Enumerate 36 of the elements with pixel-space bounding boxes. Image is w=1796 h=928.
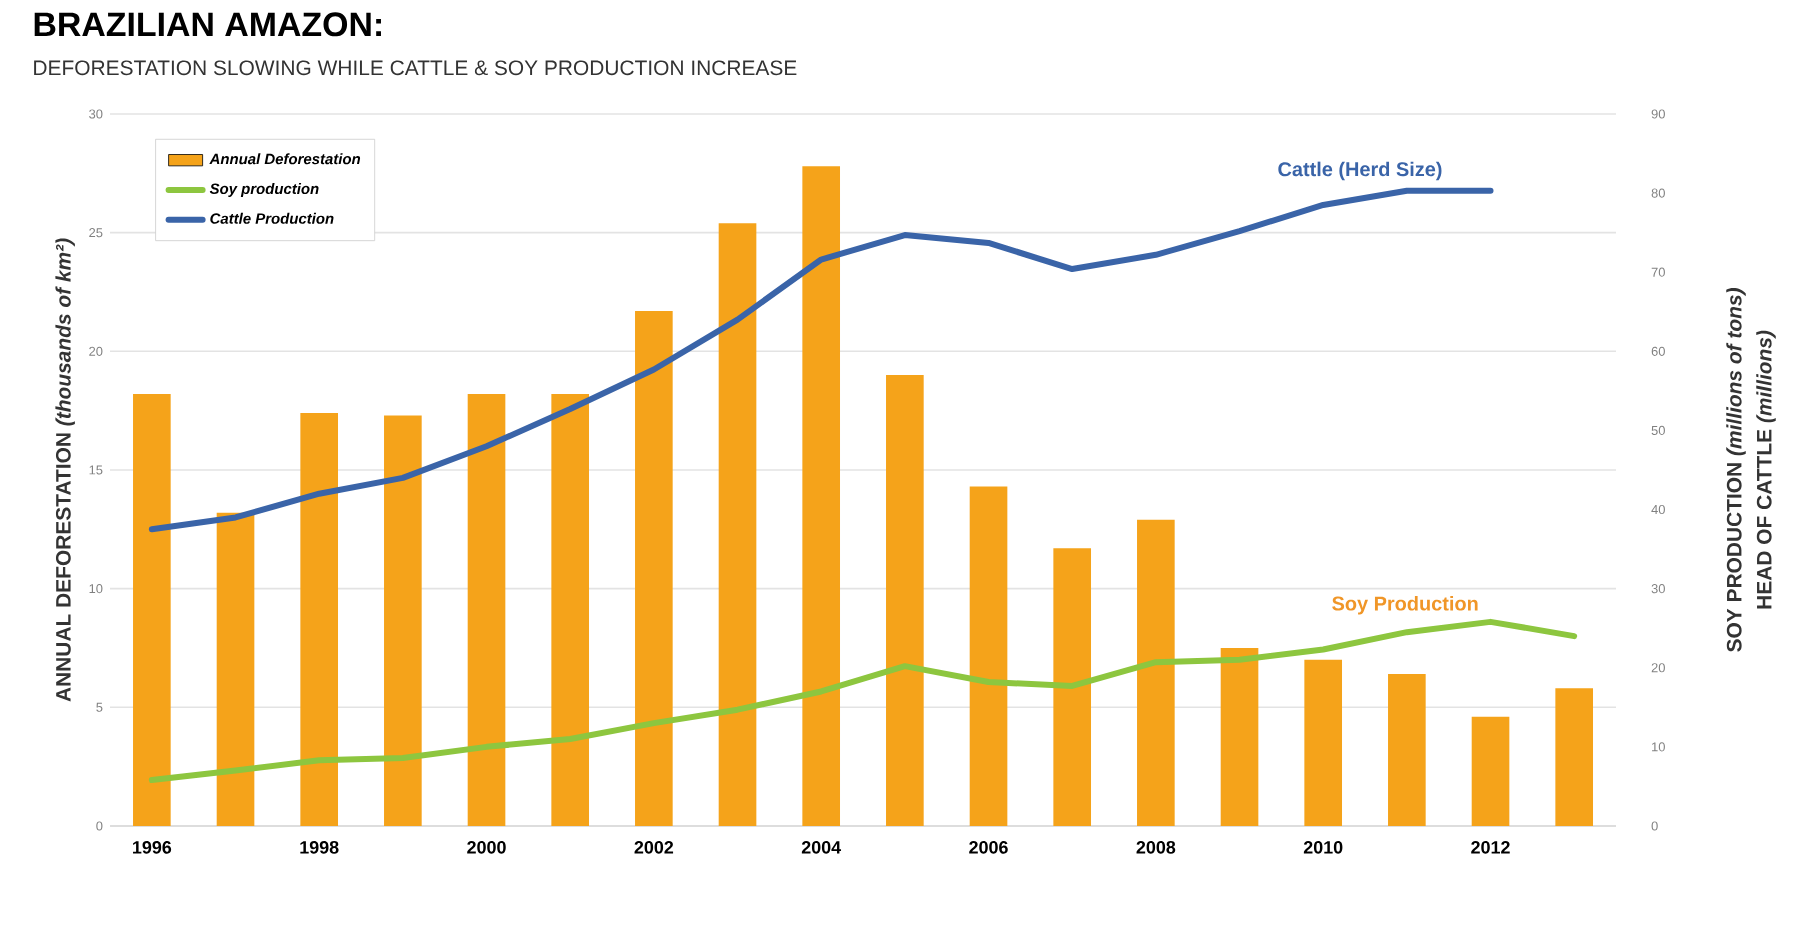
bar — [551, 394, 590, 826]
x-tick-label: 2004 — [801, 841, 842, 854]
line-series — [148, 187, 1494, 533]
x-tick-label: 2006 — [969, 841, 1008, 854]
x-tick-label: 1996 — [133, 841, 172, 854]
bar — [635, 310, 673, 826]
bar — [802, 166, 841, 826]
y-axis-title: ANNUAL DEFORESTATION (thousands of km²) — [55, 238, 75, 702]
annotation: Cattle (Herd Size) — [1278, 161, 1442, 181]
annotation: Soy Production — [1332, 595, 1478, 615]
chart-subtitle: DEFORESTATION SLOWING WHILE CATTLE & SOY PRODUCTION INCREASE — [34, 60, 797, 76]
x-tick-label: 2012 — [1471, 841, 1510, 854]
x-tick-label: 2008 — [1136, 841, 1176, 854]
bar — [467, 394, 506, 826]
bar — [300, 413, 339, 826]
bar — [1137, 519, 1175, 826]
x-tick-label: 2002 — [634, 841, 674, 854]
bar — [1555, 688, 1594, 826]
bar — [718, 223, 757, 826]
bar — [969, 486, 1008, 826]
bar — [384, 415, 422, 826]
chart-title: BRAZILIAN AMAZON: — [34, 12, 381, 37]
bar — [1220, 647, 1259, 826]
x-tick-label: 2010 — [1303, 841, 1343, 854]
bar — [886, 375, 924, 826]
text: HEAD OF CATTLE (millions) — [1756, 330, 1776, 609]
bar — [133, 394, 171, 826]
bar — [216, 512, 255, 826]
x-tick-label: 2000 — [467, 841, 506, 854]
bar — [1388, 674, 1426, 826]
y2-axis-title: SOY PRODUCTION (millions of tons) — [1726, 288, 1746, 652]
bar — [1471, 716, 1510, 826]
x-tick-label: 1998 — [300, 841, 339, 854]
line-series — [148, 618, 1578, 784]
bar — [1053, 548, 1092, 826]
bar — [1304, 659, 1343, 826]
